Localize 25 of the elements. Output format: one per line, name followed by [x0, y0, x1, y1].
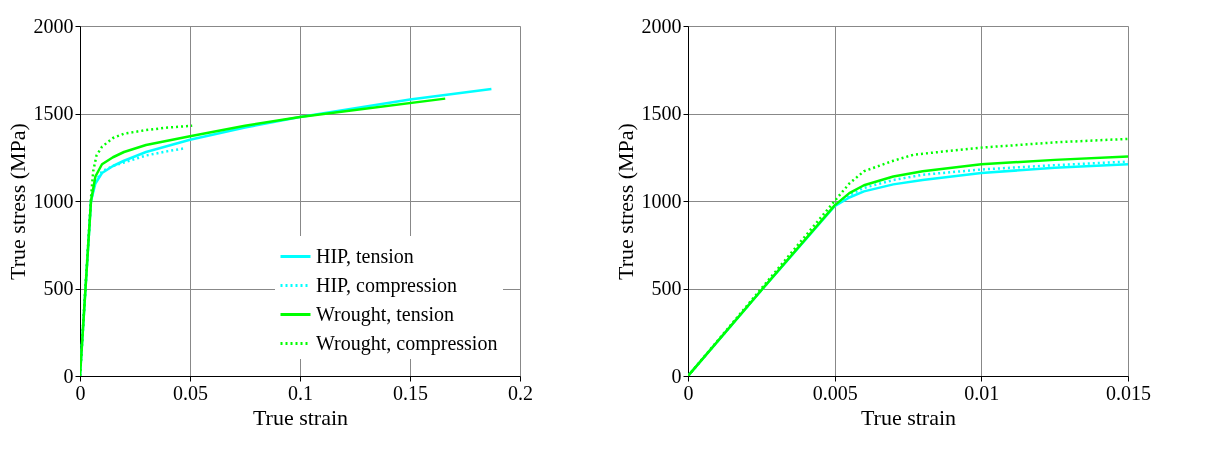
y-tick-label: 2000 [641, 14, 682, 37]
y-tick-label: 1000 [641, 189, 682, 212]
y-axis-title: True stress (MPa) [612, 123, 638, 280]
y-tick-label: 1500 [33, 102, 74, 124]
y-tick-label: 0 [671, 364, 682, 387]
x-tick-label: 0.1 [288, 381, 313, 404]
x-tick-label: 0.15 [393, 381, 428, 404]
legend-label: HIP, tension [316, 244, 414, 267]
y-tick-label: 1000 [33, 189, 74, 212]
y-tick-label: 0 [63, 364, 74, 387]
y-tick-label: 1500 [641, 102, 682, 124]
y-tick-label: 500 [651, 277, 682, 299]
legend-label: HIP, compression [316, 273, 458, 297]
x-axis-title: True strain [252, 404, 349, 430]
legend-label: Wrought, compression [316, 331, 498, 355]
x-axis-title: True strain [860, 404, 957, 430]
y-axis-title: True stress (MPa) [4, 123, 30, 280]
legend-label: Wrought, tension [316, 302, 455, 326]
y-tick-label: 500 [43, 277, 74, 299]
x-tick-label: 0.005 [812, 381, 858, 404]
y-tick-label: 2000 [33, 14, 74, 37]
x-tick-label: 0.015 [1106, 381, 1151, 404]
x-tick-label: 0.05 [173, 381, 208, 404]
x-tick-label: 0.2 [508, 381, 533, 404]
x-tick-label: 0.01 [964, 381, 1000, 404]
